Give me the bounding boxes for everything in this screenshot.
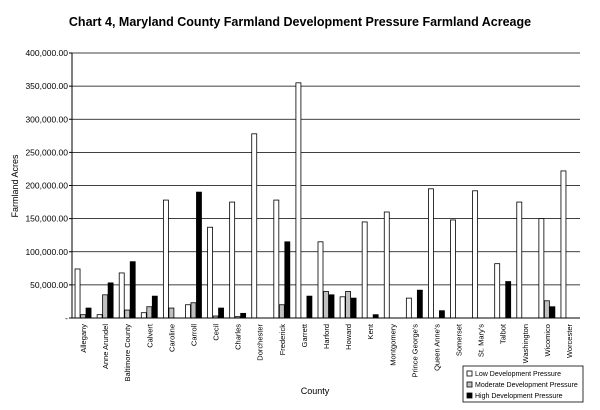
bar-worcester-low [560, 170, 567, 319]
x-tick-label: Worcester [565, 324, 574, 359]
bar-garrett-high [306, 295, 313, 319]
y-axis-label: Farmland Acres [10, 154, 20, 218]
bar-baltimore-county-moderate [124, 309, 131, 319]
chart-title: Chart 4, Maryland County Farmland Develo… [69, 15, 531, 29]
x-tick-label: Somerset [455, 323, 464, 356]
bar-garrett-low [295, 82, 302, 319]
bar-harford-high [328, 294, 335, 319]
x-tick-label: Carroll [189, 324, 198, 346]
gridlines [72, 52, 580, 286]
bar-cecil-high [218, 307, 224, 319]
bar-carroll-low [185, 304, 191, 319]
bar-dorchester-low [251, 133, 258, 319]
x-tick-label: Kent [366, 323, 375, 339]
bar-howard-low [339, 296, 346, 319]
legend-swatch [466, 392, 473, 399]
bar-wicomico-low [538, 218, 545, 319]
bar-carroll-high [196, 191, 202, 319]
bar-montgomery-low [383, 211, 390, 319]
x-tick-label: Harford [322, 324, 331, 349]
x-tick-label: Charles [234, 324, 243, 350]
bar-talbot-low [494, 263, 501, 319]
x-tick-label: Calvert [145, 323, 154, 348]
bar-queen-anne-s-low [428, 188, 434, 319]
bar-wicomico-high [549, 306, 556, 319]
y-tick-label: 100,000.00 [25, 247, 68, 257]
bar-caroline-moderate [168, 307, 175, 319]
x-tick-label: Frederick [278, 324, 287, 356]
bar-frederick-moderate [278, 304, 285, 319]
x-tick-label: Allegany [79, 324, 88, 353]
legend-box [462, 365, 584, 403]
bar-allegany-low [74, 268, 81, 319]
bar-charles-low [229, 201, 236, 319]
bar-cecil-low [207, 226, 213, 319]
x-tick-label: Howard [344, 324, 353, 350]
bar-frederick-high [284, 241, 291, 319]
x-tick-label: Garrett [300, 323, 309, 347]
bar-caroline-low [162, 199, 169, 319]
y-tick-label: - [65, 313, 68, 323]
bar-queen-anne-s-high [439, 310, 445, 319]
y-tick-label: 150,000.00 [25, 214, 68, 224]
bar-st-mary-s-low [472, 190, 479, 319]
bar-calvert-high [151, 295, 158, 319]
bar-anne-arundel-moderate [102, 294, 109, 319]
bar-wicomico-moderate [543, 300, 550, 319]
x-tick-label: Caroline [167, 324, 176, 352]
y-tick-label: 200,000.00 [25, 181, 68, 191]
bar-howard-moderate [345, 291, 351, 319]
y-axis-ticks: - 50,000.00 100,000.00 150,000.00 200,000.00… [25, 48, 72, 323]
bars [74, 82, 567, 319]
x-tick-label: St. Mary's [477, 324, 486, 357]
x-axis-ticks: Allegany Anne Arundel Baltimore County Calv… [79, 323, 574, 381]
y-tick-label: 300,000.00 [25, 114, 68, 124]
y-tick-label: 250,000.00 [25, 147, 68, 157]
legend-label: Low Development Pressure [475, 371, 561, 378]
bar-kent-low [361, 221, 368, 319]
bar-harford-low [317, 241, 324, 319]
bar-baltimore-county-low [118, 272, 125, 319]
x-tick-label: Baltimore County [123, 324, 132, 382]
bar-baltimore-county-high [129, 261, 136, 319]
x-axis-label: County [301, 386, 330, 396]
bar-howard-high [350, 297, 357, 319]
bar-harford-moderate [323, 291, 329, 319]
x-tick-label: Anne Arundel [101, 324, 110, 369]
bar-calvert-low [140, 312, 147, 319]
y-tick-label: 350,000.00 [25, 81, 68, 91]
legend: Low Development Pressure Moderate Develop… [462, 365, 584, 403]
legend-swatch [466, 370, 473, 377]
x-tick-label: Talbot [499, 323, 508, 344]
x-tick-label: Queen Anne's [432, 324, 441, 371]
legend-swatch [466, 381, 473, 388]
y-tick-label: 50,000.00 [30, 280, 68, 290]
x-tick-label: Montgomery [388, 324, 397, 366]
x-tick-label: Dorchester [256, 324, 265, 361]
bar-somerset-low [450, 219, 456, 319]
bar-allegany-high [85, 307, 92, 319]
x-tick-label: Cecil [212, 324, 221, 341]
x-tick-label: Wicomico [543, 324, 552, 357]
bar-prince-george-s-low [405, 297, 412, 319]
x-tick-label: Prince George's [410, 324, 419, 378]
bar-talbot-high [505, 281, 512, 319]
legend-label: High Development Pressure [475, 393, 563, 400]
bar-washington-low [516, 201, 523, 319]
bar-anne-arundel-high [107, 282, 114, 319]
y-tick-label: 400,000.00 [25, 48, 68, 58]
bar-carroll-moderate [190, 302, 197, 319]
bar-frederick-low [273, 199, 280, 319]
bar-charles-high [240, 312, 247, 319]
legend-label: Moderate Development Pressure [475, 382, 578, 389]
x-tick-label: Washington [521, 324, 530, 363]
bar-calvert-moderate [146, 306, 153, 319]
bar-prince-george-s-high [416, 289, 423, 319]
